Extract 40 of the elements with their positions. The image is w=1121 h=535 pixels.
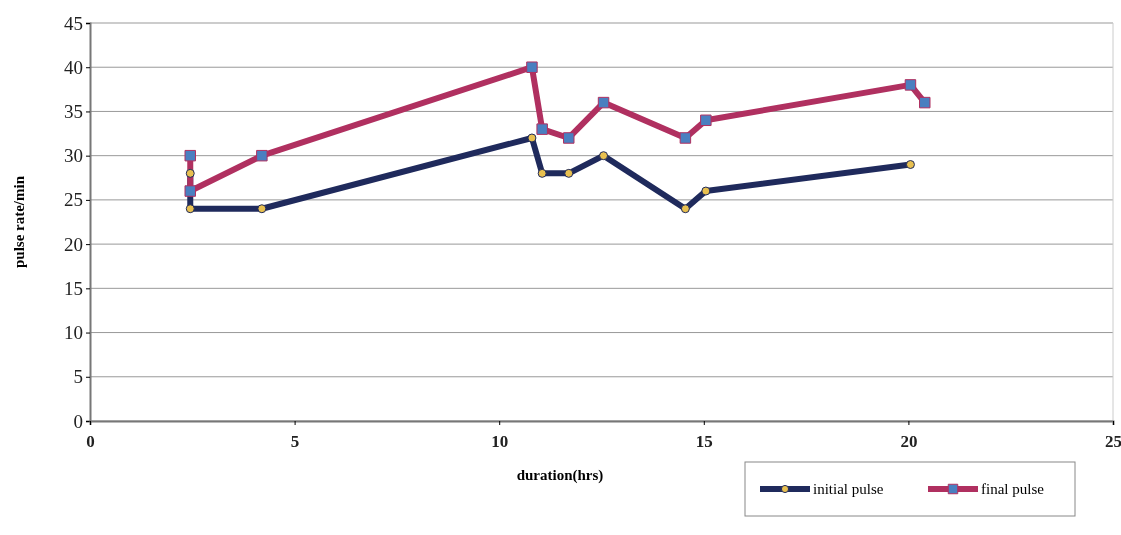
y-tick-label: 40	[64, 56, 83, 78]
point	[905, 160, 915, 169]
x-axis-title: duration(hrs)	[516, 467, 604, 484]
point	[256, 149, 268, 162]
point	[536, 123, 548, 135]
y-tick-label: 45	[64, 12, 83, 34]
point	[597, 96, 610, 109]
point	[563, 132, 575, 144]
point	[526, 61, 538, 73]
y-axis-title: pulse rate/min	[11, 175, 27, 269]
point	[919, 96, 931, 109]
x-tick-label: 15	[695, 432, 713, 452]
point	[527, 133, 537, 143]
legend-label: final pulse	[981, 481, 1045, 497]
y-tick-label: 5	[73, 366, 83, 388]
x-tick-label: 10	[491, 432, 509, 452]
legend-label: initial pulse	[813, 481, 884, 497]
x-tick-label: 5	[290, 432, 300, 452]
point	[185, 204, 195, 214]
point	[679, 132, 692, 144]
point	[184, 185, 196, 197]
y-tick-label: 0	[73, 410, 83, 432]
point	[537, 168, 547, 178]
y-tick-label: 30	[64, 145, 83, 167]
y-tick-label: 10	[64, 322, 83, 344]
point	[701, 186, 711, 196]
x-tick-label: 25	[1105, 432, 1121, 452]
y-tick-label: 20	[64, 233, 83, 255]
point	[904, 79, 917, 91]
point	[599, 151, 609, 161]
point	[680, 204, 690, 214]
point	[185, 168, 195, 178]
y-tick-label: 15	[64, 277, 83, 299]
point	[257, 204, 267, 214]
point	[564, 168, 574, 178]
y-tick-label: 35	[64, 101, 83, 123]
point	[184, 149, 196, 162]
x-tick-label: 20	[900, 432, 918, 452]
y-tick-label: 25	[64, 189, 83, 211]
point	[700, 114, 712, 127]
